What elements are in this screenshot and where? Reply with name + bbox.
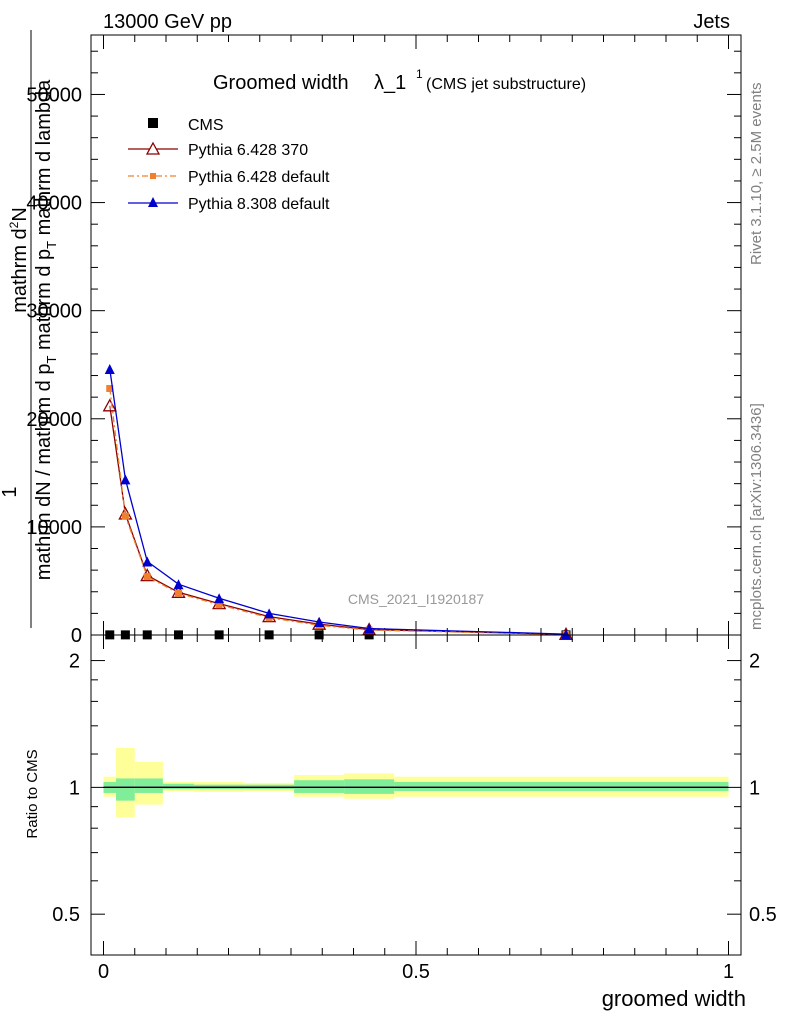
- y-tick-label: 10000: [26, 517, 82, 539]
- ratio-y-tick-label-right: 2: [749, 651, 760, 673]
- ratio-band-inner: [344, 779, 395, 794]
- main-y-tick-labels: 0 10000 20000 30000 40000 50000: [26, 84, 82, 647]
- title-sup: 1: [416, 67, 423, 81]
- ylabel-denominator: mathrm dN / mathrm d pT mathrm d pT math…: [33, 79, 59, 580]
- data-point-pythia-8-308-default: [142, 556, 153, 567]
- legend: CMS Pythia 6.428 370 Pythia 6.428 defaul…: [128, 117, 330, 213]
- ratio-axis-ticks: [91, 635, 741, 955]
- data-point-pythia-8-308-default: [561, 629, 571, 640]
- data-point-pythia-8-308-default: [314, 617, 325, 628]
- legend-label-pythia6-370: Pythia 6.428 370: [188, 142, 308, 159]
- ratio-y-tick-label-left: 2: [69, 651, 80, 673]
- x-tick-label: 0: [98, 961, 109, 983]
- plot-title: Groomed width λ_1 1 (CMS jet substructur…: [213, 67, 586, 94]
- legend-marker-pythia6-default: [150, 173, 156, 179]
- legend-label-pythia8: Pythia 8.308 default: [188, 196, 330, 213]
- rivet-label: Rivet 3.1.10, ≥ 2.5M events: [748, 83, 765, 266]
- series-line-pythia-6-428-370: [109, 405, 567, 636]
- ratio-y-axis-label: Ratio to CMS: [24, 749, 41, 838]
- ratio-y-tick-labels: 0.5 0.5 1 1 2 2: [52, 651, 777, 927]
- mcplots-label: mcplots.cern.ch [arXiv:1306.3436]: [748, 403, 765, 630]
- title-main: Groomed width: [213, 72, 349, 94]
- y-tick-label: 20000: [26, 409, 82, 431]
- x-tick-labels: 0 0.5 1: [98, 961, 734, 983]
- ylabel-numerator: mathrm d2N: [7, 207, 31, 313]
- legend-label-pythia6-default: Pythia 6.428 default: [188, 169, 330, 186]
- main-axis-ticks: [91, 35, 741, 636]
- header-right: Jets: [693, 11, 730, 33]
- x-tick-label: 0.5: [402, 961, 430, 983]
- title-symbol: λ_1: [374, 72, 406, 94]
- data-point-pythia-8-308-default: [264, 608, 275, 619]
- data-point-pythia-8-308-default: [173, 579, 184, 590]
- data-point-pythia-6-428-default: [121, 512, 129, 520]
- x-tick-label: 1: [723, 961, 734, 983]
- analysis-watermark: CMS_2021_I1920187: [348, 591, 484, 607]
- main-y-axis-label: 1 mathrm d2N mathrm dN / mathrm d pT mat…: [0, 30, 59, 628]
- data-point-pythia-6-428-default: [143, 573, 151, 581]
- data-point-pythia-8-308-default: [120, 474, 131, 485]
- legend-marker-pythia8: [148, 197, 158, 207]
- x-axis-label: groomed width: [602, 986, 746, 1011]
- ratio-band-inner: [162, 783, 195, 790]
- header-left: 13000 GeV pp: [103, 11, 232, 33]
- title-sub: (CMS jet substructure): [426, 76, 586, 93]
- data-point-pythia-8-308-default: [364, 623, 375, 634]
- data-point-pythia-6-428-default: [215, 601, 223, 609]
- y-tick-label: 0: [71, 625, 82, 647]
- ratio-band-inner: [134, 778, 163, 793]
- data-point-pythia-8-308-default: [104, 364, 115, 375]
- legend-marker-cms: [148, 118, 158, 128]
- ylabel-top: 1: [0, 486, 21, 497]
- ratio-y-tick-label-left: 1: [69, 777, 80, 799]
- data-point-pythia-6-428-default: [175, 589, 182, 597]
- ratio-y-tick-label-right: 0.5: [749, 904, 777, 926]
- y-tick-label: 50000: [26, 84, 82, 106]
- y-tick-label: 30000: [26, 301, 82, 323]
- legend-marker-pythia6-370: [145, 141, 161, 155]
- ratio-y-tick-label-left: 0.5: [52, 904, 80, 926]
- ratio-band-inner: [294, 780, 345, 793]
- ratio-band-inner: [116, 778, 135, 801]
- ratio-band-group: [103, 748, 729, 818]
- data-point-pythia-8-308-default: [214, 593, 225, 604]
- ratio-band-inner: [394, 781, 729, 792]
- ylabel-numerator-group: mathrm d2N: [7, 207, 31, 313]
- y-tick-label: 40000: [26, 193, 82, 215]
- data-point-pythia-6-428-default: [106, 385, 114, 393]
- ratio-y-tick-label-right: 1: [749, 777, 760, 799]
- ylabel-denominator-group: mathrm dN / mathrm d pT mathrm d pT math…: [33, 79, 59, 580]
- legend-label-cms: CMS: [188, 117, 224, 134]
- main-series-group: [102, 364, 574, 641]
